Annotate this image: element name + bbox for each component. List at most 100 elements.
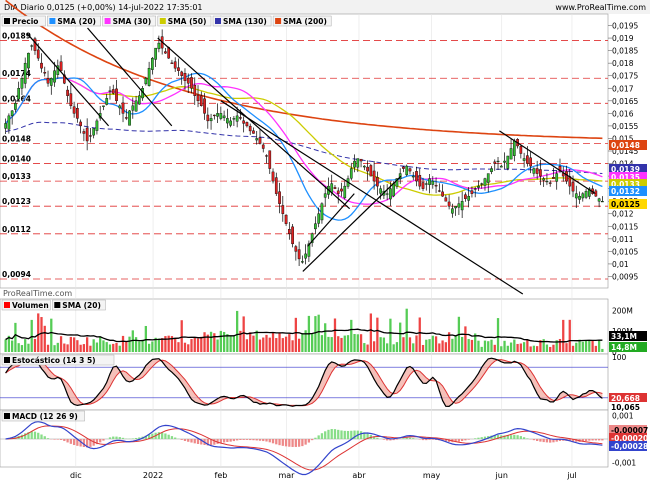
- macd-histogram-bar: [239, 439, 241, 440]
- macd-histogram-bar: [588, 439, 590, 441]
- volume-bar: [386, 343, 388, 352]
- volume-bar: [168, 336, 170, 352]
- volume-bar: [529, 346, 531, 352]
- candle-body: [122, 103, 124, 114]
- volume-bar: [125, 342, 127, 352]
- volume-bar: [487, 341, 489, 352]
- volume-bar: [236, 311, 238, 352]
- candle-body: [70, 94, 72, 106]
- candle-body: [428, 179, 430, 185]
- candle-body: [497, 161, 499, 162]
- candle-body: [229, 121, 231, 125]
- candle-body: [265, 156, 267, 157]
- candle-body: [379, 189, 381, 194]
- x-axis-label: mar: [278, 471, 295, 480]
- macd-histogram-bar: [187, 439, 189, 442]
- volume-bar: [432, 336, 434, 352]
- volume-bar: [494, 345, 496, 352]
- volume-bar: [461, 337, 463, 352]
- macd-histogram-bar: [481, 437, 483, 439]
- macd-histogram-bar: [70, 439, 72, 444]
- level-label: 0,0133: [2, 172, 31, 181]
- macd-histogram-bar: [533, 439, 535, 440]
- candle-body: [301, 261, 303, 262]
- volume-bar: [79, 345, 81, 352]
- candle-body: [239, 117, 241, 118]
- value-badge-label: 20,668: [611, 394, 640, 403]
- candle-body: [125, 117, 127, 118]
- macd-histogram-bar: [37, 433, 39, 439]
- macd-histogram-bar: [304, 439, 306, 445]
- candle-body: [458, 204, 460, 208]
- volume-bar: [249, 332, 251, 352]
- candle-body: [318, 214, 320, 224]
- volume-bar: [497, 318, 499, 352]
- price-tick-label: 0,0115: [612, 222, 638, 231]
- macd-histogram-bar: [73, 439, 75, 445]
- legend-label: Precio: [12, 17, 38, 26]
- volume-bar: [184, 343, 186, 352]
- macd-histogram-bar: [301, 439, 303, 446]
- candle-body: [389, 189, 391, 199]
- macd-histogram-bar: [288, 439, 290, 447]
- candle-body: [340, 189, 342, 191]
- volume-bar: [454, 336, 456, 352]
- candle-body: [324, 194, 326, 198]
- legend-label: SMA (130): [223, 17, 267, 26]
- candle-body: [259, 138, 261, 144]
- volume-bar: [83, 344, 85, 352]
- volume-bar: [288, 334, 290, 352]
- volume-bar: [73, 337, 75, 352]
- legend-label: SMA (20): [62, 301, 101, 310]
- candle-body: [484, 179, 486, 186]
- candle-body: [526, 156, 528, 164]
- candle-body: [435, 185, 437, 186]
- macd-histogram-bar: [226, 439, 228, 442]
- volume-bar: [464, 326, 466, 352]
- candle-body: [454, 206, 456, 208]
- x-axis-label: dic: [70, 471, 82, 480]
- volume-bar: [187, 344, 189, 352]
- volume-bar: [301, 333, 303, 352]
- candle-body: [79, 122, 81, 126]
- macd-histogram-bar: [282, 439, 284, 446]
- candle-body: [89, 136, 91, 137]
- candle-body: [18, 88, 20, 99]
- candle-body: [572, 182, 574, 191]
- volume-bar: [89, 346, 91, 352]
- macd-tick-label: 0,001: [612, 411, 634, 420]
- candle-body: [565, 171, 567, 181]
- macd-histogram-bar: [425, 439, 427, 440]
- candle-body: [298, 250, 300, 259]
- candle-body: [386, 194, 388, 195]
- candle-body: [47, 78, 49, 83]
- candle-body: [93, 128, 95, 135]
- price-tick-label: 0,017: [612, 84, 634, 93]
- value-badge-label: 0,0132: [611, 187, 640, 196]
- volume-bar: [402, 337, 404, 352]
- macd-histogram-bar: [383, 439, 385, 440]
- candle-body: [73, 107, 75, 114]
- volume-bar: [347, 335, 349, 352]
- watermark: ProRealTime.com: [3, 289, 72, 298]
- macd-histogram-bar: [585, 439, 587, 441]
- macd-histogram-bar: [595, 439, 597, 440]
- volume-bar: [115, 343, 117, 352]
- volume-bar: [415, 335, 417, 352]
- macd-histogram-bar: [539, 439, 541, 442]
- candle-body: [288, 229, 290, 234]
- volume-bar: [109, 344, 111, 352]
- candle-body: [249, 126, 251, 131]
- macd-histogram-bar: [194, 439, 196, 443]
- level-label: 0,0123: [2, 197, 31, 206]
- macd-histogram-bar: [34, 432, 36, 439]
- volume-bar: [435, 336, 437, 352]
- volume-bar: [106, 342, 108, 352]
- macd-histogram-bar: [536, 439, 538, 441]
- candle-body: [243, 121, 245, 124]
- candle-body: [353, 161, 355, 167]
- volume-bar: [471, 340, 473, 352]
- macd-histogram-bar: [318, 435, 320, 439]
- volume-bar: [389, 319, 391, 352]
